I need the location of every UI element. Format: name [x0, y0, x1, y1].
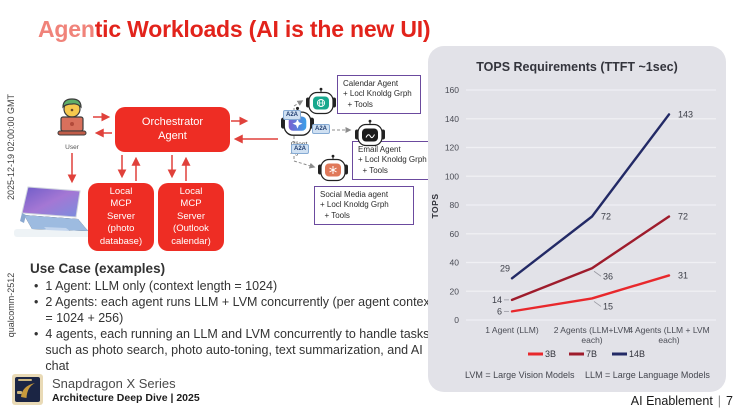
svg-text:29: 29	[500, 263, 510, 273]
svg-text:14B: 14B	[629, 349, 645, 359]
calendar-agent-box: Calendar Agent + Locl Knoldg Grph + Tool…	[337, 75, 421, 115]
svg-text:143: 143	[678, 109, 693, 119]
footer: Snapdragon X Series Architecture Deep Di…	[12, 374, 200, 405]
email-agent-icon	[355, 119, 385, 147]
user-icon	[57, 98, 87, 136]
a2a-badge-social: A2A	[291, 144, 309, 154]
tops-chart-svg: 0 20 40 60 80 100 120 140 160 1 Agent (LLM) 2 Agen…	[430, 85, 716, 380]
use-case-bullet-1: • 1 Agent: LLM only (context length = 10…	[30, 278, 438, 294]
user-label: User	[65, 144, 79, 151]
svg-text:72: 72	[678, 212, 688, 222]
calendar-agent-icon	[306, 87, 336, 115]
page-footer-label: AI Enablement | 7	[631, 394, 733, 408]
orchestrator-agent-box[interactable]: Orchestrator Agent	[115, 107, 230, 152]
email-agent-box: Email Agent + Locl Knoldg Grph + Tools	[352, 141, 442, 181]
snapdragon-logo	[12, 374, 43, 405]
bullet-text: 1 Agent: LLM only (context length = 1024…	[45, 279, 278, 293]
svg-text:60: 60	[450, 229, 460, 239]
use-case-heading: Use Case (examples)	[30, 261, 166, 276]
svg-text:15: 15	[603, 301, 613, 311]
title-part-light: Agen	[38, 16, 95, 42]
svg-text:72: 72	[601, 212, 611, 222]
page-title: Agentic Workloads (AI is the new UI)	[38, 16, 431, 43]
use-case-bullet-3: • 4 agents, each running an LLM and LVM …	[30, 326, 438, 374]
bullet-text: 4 agents, each running an LLM and LVM co…	[45, 327, 430, 373]
svg-text:0: 0	[454, 315, 459, 325]
svg-text:LVM = Large Vision Models: LVM = Large Vision Models	[465, 370, 575, 380]
laptop-image	[14, 186, 96, 237]
a2a-badge-calendar: A2A	[283, 110, 301, 120]
svg-text:160: 160	[445, 85, 459, 95]
a2a-badge-email: A2A	[312, 124, 330, 134]
page-label-separator: |	[717, 394, 722, 408]
page-label-text: AI Enablement	[630, 394, 713, 408]
use-case-section: Use Case (examples) • 1 Agent: LLM only …	[30, 261, 438, 374]
svg-text:20: 20	[450, 286, 460, 296]
footer-product: Snapdragon X Series	[52, 375, 176, 391]
svg-text:31: 31	[678, 270, 688, 280]
bullet-glyph: •	[34, 279, 39, 293]
svg-text:1 Agent (LLM): 1 Agent (LLM)	[485, 325, 539, 335]
bullet-glyph: •	[34, 327, 39, 341]
bullet-text: 2 Agents: each agent runs LLM + LVM conc…	[45, 295, 434, 325]
use-case-bullet-2: • 2 Agents: each agent runs LLM + LVM co…	[30, 294, 438, 326]
title-part-main: tic Workloads (AI is the new UI)	[94, 16, 431, 42]
user-node: User	[52, 96, 92, 151]
svg-text:140: 140	[445, 114, 459, 124]
chart-title: TOPS Requirements (TTFT ~1sec)	[476, 60, 678, 74]
mcp-server-outlook-box[interactable]: Local MCP Server (Outlook calendar)	[158, 183, 224, 251]
svg-text:3B: 3B	[545, 349, 556, 359]
footer-subtitle: Architecture Deep Dive | 2025	[52, 391, 200, 404]
svg-text:100: 100	[445, 171, 459, 181]
svg-text:LLM = Large Language Models: LLM = Large Language Models	[585, 370, 710, 380]
bullet-glyph: •	[34, 295, 39, 309]
social-media-agent-box: Social Media agent + Locl Knoldg Grph + …	[314, 186, 414, 226]
svg-text:40: 40	[450, 258, 460, 268]
svg-text:120: 120	[445, 143, 459, 153]
svg-text:14: 14	[492, 295, 502, 305]
tops-chart-panel: TOPS Requirements (TTFT ~1sec) 0 20 40 60 80…	[428, 46, 726, 392]
mcp-server-photo-box[interactable]: Local MCP Server (photo database)	[88, 183, 154, 251]
svg-text:80: 80	[450, 200, 460, 210]
svg-text:6: 6	[497, 306, 502, 316]
page-number: 7	[726, 394, 733, 408]
svg-text:TOPS: TOPS	[430, 194, 440, 219]
svg-text:7B: 7B	[586, 349, 597, 359]
svg-text:36: 36	[603, 271, 613, 281]
social-media-agent-icon	[318, 154, 348, 182]
